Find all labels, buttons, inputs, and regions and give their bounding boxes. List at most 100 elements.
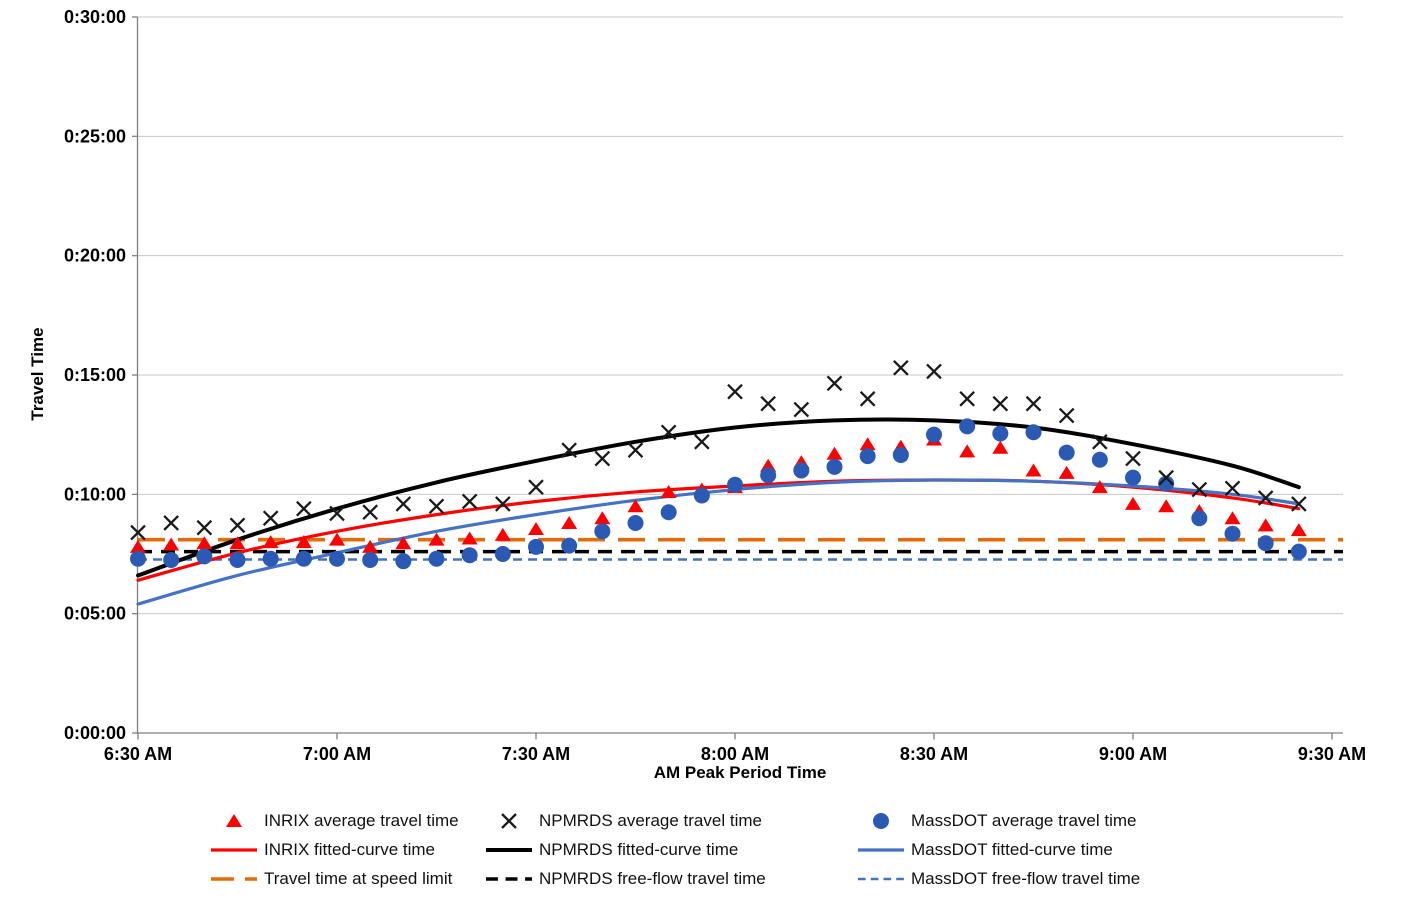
x-marker [130, 524, 146, 541]
legend-item-npmrds-avg: NPMRDS average travel time [485, 806, 857, 835]
x-marker [395, 496, 412, 512]
series-massdot_fit [136, 478, 1301, 606]
triangle-marker [627, 499, 644, 513]
x-marker [528, 479, 544, 495]
circle-marker [926, 426, 942, 443]
x-marker [561, 442, 577, 458]
x-marker [1092, 434, 1108, 450]
circle-icon [873, 812, 889, 829]
triangle-marker [992, 440, 1009, 454]
x-tick-label: 9:30 AM [1298, 744, 1366, 764]
x-marker [163, 515, 179, 531]
y-tick-labels: 0:00:00 0:05:00 0:10:00 0:15:00 0:20:00 0:25:… [64, 7, 126, 743]
circle-marker [262, 550, 279, 567]
circle-marker [1257, 535, 1274, 552]
triangle-marker [226, 813, 242, 827]
x-marker [727, 383, 743, 400]
legend-label: NPMRDS free-flow travel time [539, 868, 766, 888]
y-axis-title: Travel Time [28, 327, 47, 421]
triangle-marker [1125, 496, 1141, 510]
x-marker [893, 360, 909, 376]
circle-marker [1158, 475, 1175, 492]
triangle-marker [329, 532, 345, 546]
triangle-marker [1025, 463, 1042, 477]
y-tick-label: 0:05:00 [64, 604, 126, 624]
series-npmrds_avg [130, 360, 1307, 541]
line-swatch-icon [858, 877, 904, 880]
y-tick-label: 0:25:00 [64, 126, 126, 146]
circle-marker [959, 418, 976, 435]
x-marker [329, 505, 345, 522]
circle-marker [1224, 525, 1241, 542]
x-marker [1224, 480, 1241, 497]
triangle-marker [130, 539, 146, 553]
circle-marker [760, 467, 777, 484]
triangle-marker [1158, 499, 1175, 513]
triangle-marker [561, 515, 578, 529]
legend: INRIX average travel time NPMRDS average … [210, 806, 1227, 893]
x-tick-labels: 6:30 AM 7:00 AM 7:30 AM 8:00 AM 8:30 AM 9:00 … [104, 733, 1366, 764]
line-swatch-icon [211, 876, 257, 881]
circle-marker [163, 551, 180, 568]
circle-marker [1058, 444, 1075, 461]
triangle-marker [362, 539, 379, 553]
x-marker [1025, 395, 1042, 412]
x-tick-label: 8:00 AM [701, 744, 769, 764]
series-npmrds_fit [136, 417, 1301, 578]
x-marker [262, 510, 279, 527]
y-tick-label: 0:00:00 [64, 723, 126, 743]
x-marker [959, 391, 975, 407]
legend-label: INRIX average travel time [264, 810, 459, 830]
circle-marker [826, 458, 843, 475]
triangle-marker [826, 446, 843, 460]
triangle-marker [594, 511, 611, 525]
gridlines [132, 16, 1343, 734]
circle-marker [362, 551, 379, 568]
x-marker [826, 375, 843, 392]
x-tick-label: 8:30 AM [900, 744, 968, 764]
x-tick-label: 7:30 AM [502, 744, 570, 764]
x-marker [760, 395, 776, 412]
line-swatch-icon [858, 847, 904, 852]
circle-marker [461, 547, 478, 564]
legend-label: MassDOT fitted-curve time [911, 839, 1113, 859]
series-inrix_fit [136, 478, 1301, 582]
circle-marker [1091, 451, 1108, 468]
circle-marker [627, 514, 644, 531]
circle-marker [428, 550, 445, 567]
x-marker [992, 395, 1009, 412]
triangle-marker [428, 532, 445, 546]
x-marker [1158, 469, 1174, 486]
triangle-marker [528, 521, 544, 535]
triangle-marker [395, 536, 412, 550]
y-tick-label: 0:15:00 [64, 365, 126, 385]
x-axis-title: AM Peak Period Time [653, 763, 827, 782]
triangle-marker [959, 444, 976, 458]
triangle-marker [295, 535, 312, 549]
legend-label: Travel time at speed limit [264, 868, 453, 888]
circle-marker [295, 550, 312, 567]
triangle-marker [196, 536, 213, 550]
line-swatch-icon [486, 847, 532, 852]
circle-marker [1025, 424, 1042, 441]
x-marker [362, 504, 378, 521]
triangle-marker [229, 536, 246, 550]
x-marker [461, 493, 478, 510]
circle-marker [992, 425, 1009, 442]
triangle-marker [494, 527, 511, 541]
circle-marker [561, 537, 578, 554]
legend-item-massdot-fit: MassDOT fitted-curve time [857, 835, 1227, 864]
x-marker [196, 519, 213, 536]
circle-marker [660, 504, 677, 521]
legend-label: INRIX fitted-curve time [264, 839, 435, 859]
circle-marker [594, 523, 611, 540]
y-tick-label: 0:20:00 [64, 246, 126, 266]
triangle-marker [163, 537, 180, 551]
legend-label: MassDOT free-flow travel time [911, 868, 1141, 888]
legend-label: MassDOT average travel time [911, 810, 1137, 830]
legend-item-npmrds-ff: NPMRDS free-flow travel time [485, 864, 857, 893]
legend-label: NPMRDS fitted-curve time [539, 839, 739, 859]
legend-label: NPMRDS average travel time [539, 810, 762, 830]
x-marker [1291, 496, 1307, 512]
circle-marker [1290, 543, 1307, 560]
